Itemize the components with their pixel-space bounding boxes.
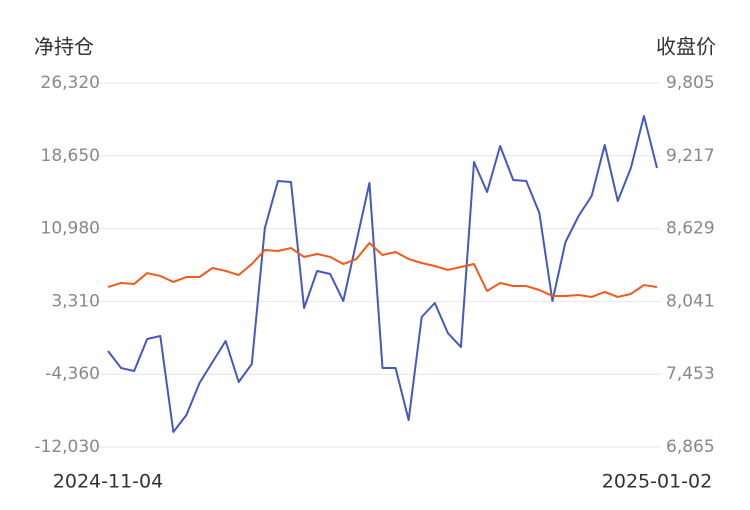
series-line — [107, 241, 658, 298]
y2-tick-label: 8,629 — [666, 219, 715, 239]
y-tick-label: 26,320 — [41, 73, 100, 93]
y-tick-label: 3,310 — [51, 291, 100, 311]
series-line — [107, 115, 658, 434]
y2-tick-label: 9,805 — [666, 73, 715, 93]
y-tick-label: -12,030 — [34, 437, 100, 457]
y2-axis-title: 收盘价 — [656, 35, 716, 59]
y2-tick-label: 8,041 — [666, 291, 715, 311]
y2-tick-label: 9,217 — [666, 146, 715, 166]
y-axis-title: 净持仓 — [34, 35, 94, 59]
x-tick-label: 2025-01-02 — [602, 471, 712, 493]
y-tick-label: 10,980 — [41, 219, 100, 239]
y-tick-label: 18,650 — [41, 146, 100, 166]
y-tick-label: -4,360 — [45, 364, 100, 384]
y2-tick-label: 7,453 — [666, 364, 715, 384]
y2-tick-label: 6,865 — [666, 437, 715, 457]
x-tick-label: 2024-11-04 — [53, 471, 163, 493]
